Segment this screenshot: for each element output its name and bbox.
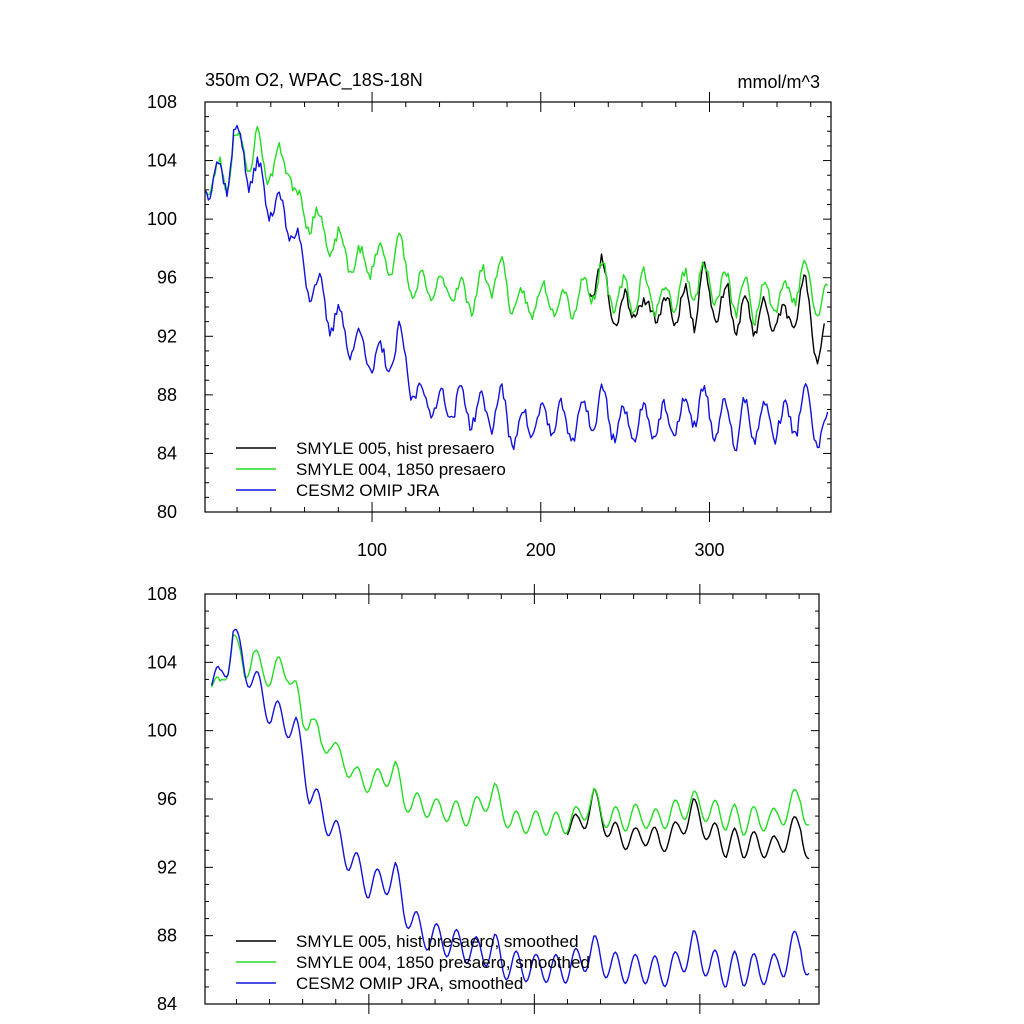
legend-label: CESM2 OMIP JRA, smoothed xyxy=(296,974,523,993)
y-tick-label: 108 xyxy=(147,92,177,112)
legend-label: SMYLE 004, 1850 presaero, smoothed xyxy=(296,953,590,972)
panel-bottom: 84 88 92 96 100 104 108 SMYLE 005, hist presae… xyxy=(147,584,820,1014)
panel-top: 80 84 88 92 96 100 104 108 100 200 300 350m O2, WP… xyxy=(147,70,832,560)
x-tick-label: 100 xyxy=(357,540,387,560)
x-tick-label: 200 xyxy=(526,540,556,560)
y-tick-label: 88 xyxy=(157,926,177,946)
y-tick-label: 108 xyxy=(147,584,177,604)
legend-bottom: SMYLE 005, hist presaero, smoothed SMYLE… xyxy=(236,932,590,993)
y-tick-label: 104 xyxy=(147,652,177,672)
panel-title: 350m O2, WPAC_18S-18N xyxy=(205,70,423,91)
series-line-smyle-004 xyxy=(204,125,829,326)
plot-frame-top xyxy=(204,101,832,513)
legend-label: CESM2 OMIP JRA xyxy=(296,481,440,500)
y-tick-label: 84 xyxy=(157,443,177,463)
series-line-smyle-004 xyxy=(210,634,810,836)
series-line-smyle-005 xyxy=(566,787,810,860)
legend-label: SMYLE 005, hist presaero xyxy=(296,439,494,458)
y-tick-label: 100 xyxy=(147,721,177,741)
y-tick-label: 92 xyxy=(157,857,177,877)
legend-label: SMYLE 004, 1850 presaero xyxy=(296,460,506,479)
y-tick-label: 96 xyxy=(157,268,177,288)
legend-top: SMYLE 005, hist presaero SMYLE 004, 1850… xyxy=(236,439,506,500)
legend-label: SMYLE 005, hist presaero, smoothed xyxy=(296,932,579,951)
y-tick-label: 80 xyxy=(157,502,177,522)
y-tick-label: 100 xyxy=(147,209,177,229)
y-tick-label: 92 xyxy=(157,326,177,346)
plot-frame-bottom xyxy=(204,593,820,1005)
y-tick-label: 84 xyxy=(157,994,177,1014)
x-tick-label: 300 xyxy=(694,540,724,560)
y-tick-label: 88 xyxy=(157,385,177,405)
y-tick-label: 104 xyxy=(147,151,177,171)
series-line-smyle-005 xyxy=(589,253,825,365)
series-line-cesm2-omip xyxy=(204,124,829,452)
panel-units: mmol/m^3 xyxy=(738,72,820,92)
y-tick-label: 96 xyxy=(157,789,177,809)
series-line-cesm2-omip xyxy=(210,628,810,988)
